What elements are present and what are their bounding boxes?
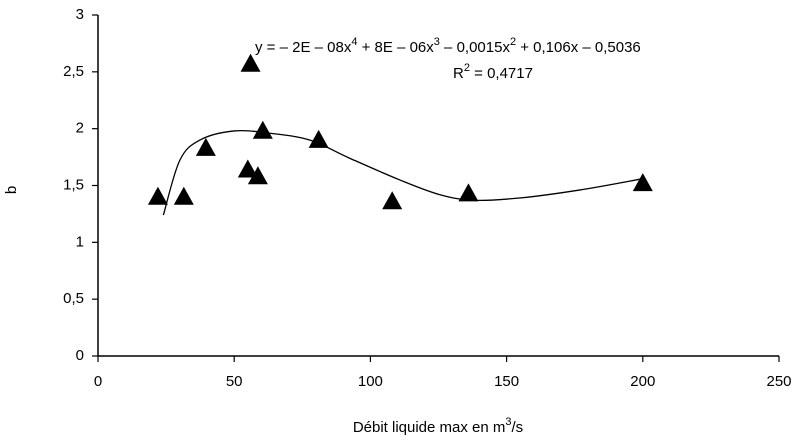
trendline-equation-sup: 4 xyxy=(351,36,357,48)
x-tick-label: 100 xyxy=(358,373,383,390)
y-tick-label: 1 xyxy=(76,233,84,250)
x-tick-label: 150 xyxy=(494,373,519,390)
r-squared: R2 = 0,4717 xyxy=(453,62,533,82)
triangle-marker xyxy=(173,186,194,205)
trendline-equation-sup: 2 xyxy=(510,36,516,48)
trendline-equation-part: + 8E – 06x xyxy=(357,39,434,56)
trendline-equation: y = – 2E – 08x4 + 8E – 06x3 – 0,0015x2 +… xyxy=(255,36,641,56)
x-tick-label: 0 xyxy=(94,373,102,390)
triangle-marker xyxy=(247,166,268,185)
triangle-marker xyxy=(195,137,216,156)
trendline-equation-sup: 3 xyxy=(434,36,440,48)
y-tick-label: 0 xyxy=(76,347,84,364)
y-tick-label: 1,5 xyxy=(63,176,84,193)
trendline-equation-part: – 0,0015x xyxy=(440,39,511,56)
y-tick-label: 2 xyxy=(76,120,84,137)
r-squared-part: R xyxy=(453,65,464,82)
trendline-equation-part: + 0,106x – 0,5036 xyxy=(516,39,641,56)
triangle-marker xyxy=(458,183,479,202)
triangle-marker xyxy=(147,186,168,205)
x-tick-label: 50 xyxy=(226,373,243,390)
r-squared-sup: 2 xyxy=(464,62,470,74)
y-tick-label: 2,5 xyxy=(63,63,84,80)
y-tick-label: 0,5 xyxy=(63,290,84,307)
triangle-marker xyxy=(237,159,258,178)
x-axis-title: Débit liquide max en m3/s xyxy=(353,416,523,436)
triangle-marker xyxy=(382,191,403,210)
y-tick-label: 3 xyxy=(76,6,84,23)
triangle-marker xyxy=(252,120,273,139)
y-axis-title: b xyxy=(3,186,20,194)
x-tick-label: 250 xyxy=(766,373,791,390)
x-axis-title-part: /s xyxy=(512,419,524,436)
trendline xyxy=(162,129,643,216)
triangle-marker xyxy=(308,129,329,148)
trendline-equation-part: y = – 2E – 08x xyxy=(255,39,352,56)
triangle-marker xyxy=(240,53,261,72)
r-squared-part: = 0,4717 xyxy=(470,65,533,82)
x-tick-label: 200 xyxy=(630,373,655,390)
triangle-marker xyxy=(632,173,653,192)
x-axis-title-sup: 3 xyxy=(505,416,511,428)
x-axis-title-part: Débit liquide max en m xyxy=(353,419,506,436)
